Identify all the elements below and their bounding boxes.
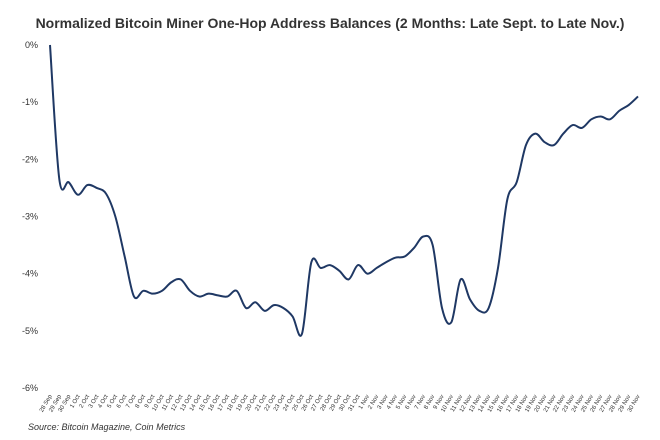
y-tick-label: -2% bbox=[22, 154, 38, 164]
source: Source: Bitcoin Magazine, Coin Metrics bbox=[28, 422, 186, 432]
y-tick-label: -6% bbox=[22, 383, 38, 393]
y-tick-label: -4% bbox=[22, 269, 38, 279]
y-tick-label: 0% bbox=[25, 40, 38, 50]
chart-title: Normalized Bitcoin Miner One-Hop Address… bbox=[36, 15, 625, 31]
y-tick-label: -5% bbox=[22, 326, 38, 336]
y-tick-label: -3% bbox=[22, 212, 38, 222]
line bbox=[49, 44, 639, 337]
y-tick-label: -1% bbox=[22, 97, 38, 107]
